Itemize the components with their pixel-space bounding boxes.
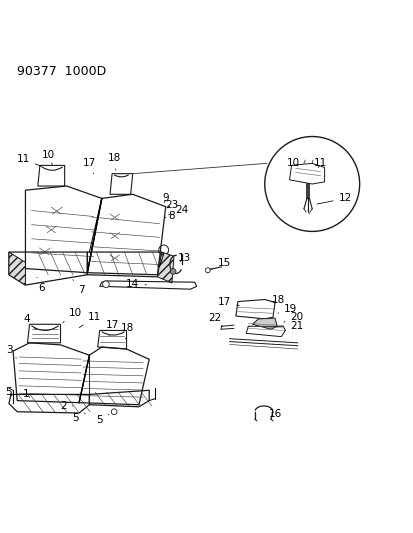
Text: 22: 22 [207,313,222,326]
Text: 12: 12 [316,193,351,204]
Polygon shape [9,252,25,285]
Text: 90377  1000D: 90377 1000D [17,65,106,78]
Circle shape [264,136,359,231]
Text: 10: 10 [41,150,55,165]
Text: 5: 5 [5,387,12,397]
Text: 9: 9 [162,193,169,204]
Text: 8: 8 [164,211,175,221]
Text: 7: 7 [73,280,84,295]
Text: 17: 17 [218,296,239,306]
Text: 17: 17 [83,158,96,174]
Polygon shape [157,252,173,283]
Circle shape [170,269,176,274]
Text: 3: 3 [7,345,17,358]
Text: 11: 11 [79,312,101,328]
Text: 2: 2 [60,401,73,411]
Text: 1: 1 [23,389,30,399]
Text: 4: 4 [23,314,36,329]
Text: 15: 15 [211,258,230,269]
Text: 11: 11 [313,158,326,168]
Text: 18: 18 [271,295,284,305]
Text: 18: 18 [121,322,134,339]
Polygon shape [252,318,276,329]
Text: 16: 16 [268,409,281,419]
Circle shape [158,245,168,255]
Text: 6: 6 [37,277,45,293]
Text: 5: 5 [72,413,85,423]
Circle shape [111,409,117,415]
Text: 23: 23 [165,199,178,209]
Text: 10: 10 [63,308,82,322]
Text: 19: 19 [277,304,297,313]
Text: 21: 21 [284,321,303,332]
Circle shape [205,268,210,273]
Text: 18: 18 [107,154,121,170]
Text: 5: 5 [96,415,109,425]
Text: 17: 17 [106,320,119,336]
Text: 11: 11 [17,154,41,166]
Circle shape [102,281,109,287]
Text: 24: 24 [168,205,188,215]
Text: 20: 20 [283,312,303,322]
Text: 10: 10 [286,158,299,168]
Text: 13: 13 [177,253,190,263]
Text: 14: 14 [126,279,146,289]
